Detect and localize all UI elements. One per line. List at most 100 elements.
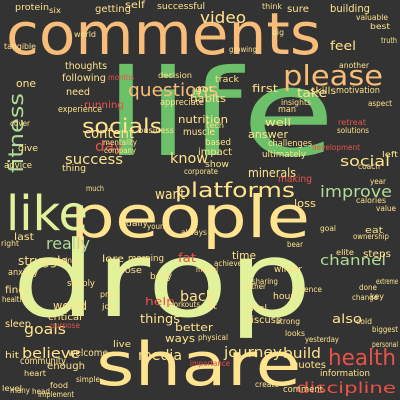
word-fit: fit (207, 302, 217, 311)
word-ownership: ownership (353, 232, 389, 241)
word-simply: simply (67, 279, 95, 289)
word-man: man (278, 105, 296, 115)
word-business: business (138, 126, 174, 135)
word-better: better (175, 321, 214, 334)
word-first: first (252, 82, 278, 95)
word-simple: simple (76, 375, 101, 384)
word-improve: improve (320, 182, 393, 201)
word-looks: looks (285, 329, 306, 338)
word-silence: silence (296, 285, 323, 294)
word-impact: impact (198, 147, 233, 158)
word-workouts: workouts (168, 300, 200, 309)
word-much: much (86, 184, 105, 193)
word-following: following (62, 73, 106, 84)
word-quotes: quotes (292, 360, 326, 371)
word-day: day (95, 139, 124, 155)
word-coach: coach (358, 162, 380, 171)
word-would: would (53, 299, 88, 313)
word-advice: advice (4, 161, 33, 171)
word-rather: rather (244, 282, 267, 291)
word-making: making (278, 174, 313, 185)
word-success: success (65, 152, 123, 168)
word-eat: eat (365, 226, 383, 236)
word-well: well (265, 116, 292, 129)
word-insights: insights (281, 98, 311, 107)
word-show: show (205, 160, 230, 170)
word-key: key (370, 292, 385, 301)
word-heart: heart (24, 369, 47, 378)
word-lore: lore (102, 254, 125, 265)
word-decision: decision (158, 71, 193, 80)
word-welcome: welcome (68, 348, 108, 359)
word-successful: successful (157, 2, 206, 12)
word-achieve: achieve (214, 259, 242, 268)
word-retreat: retreat (338, 118, 367, 127)
word-take: take (297, 86, 327, 100)
word-sure: sure (287, 4, 310, 15)
word-development: development (312, 143, 360, 152)
word-like: like (6, 186, 88, 242)
word-life: life (105, 45, 335, 184)
word-world: world (74, 30, 97, 39)
word-getting: getting (95, 4, 131, 15)
word-ultimately: ultimately (262, 150, 307, 160)
word-sharing: sharing (252, 277, 278, 286)
word-sleep: sleep (5, 319, 32, 330)
word-discipline: discipline (296, 379, 396, 397)
word-need: need (66, 87, 90, 98)
word-things: things (140, 312, 180, 326)
word-platforms: platforms (175, 178, 296, 202)
word-track: track (215, 75, 240, 85)
word-cover: cover (10, 119, 31, 128)
word-one: one (16, 77, 36, 90)
word-year: year (370, 177, 387, 186)
word-self: self (125, 0, 146, 11)
word-community: community (20, 356, 67, 367)
word-thoughts: thoughts (65, 61, 107, 72)
word-hit: hit (5, 351, 19, 361)
word-months: months (108, 73, 135, 82)
word-lose: lose (122, 266, 143, 276)
word-critical: critical (48, 313, 82, 323)
word-cold: cold (356, 317, 372, 326)
word-many: many (10, 386, 31, 395)
word-video: video (200, 8, 247, 27)
word-physical: physical (198, 333, 229, 342)
word-extreme: extreme (376, 277, 399, 286)
word-struggle: struggle (18, 254, 68, 268)
word-yesterday: yesterday (305, 335, 339, 344)
word-daily: daily (126, 219, 148, 229)
word-challenges: challenges (268, 139, 313, 149)
word-strong: strong (276, 317, 300, 326)
word-food: food (50, 381, 69, 390)
word-think: think (262, 2, 282, 11)
word-elite: elite (336, 248, 354, 257)
word-motivation: motivation (336, 86, 380, 96)
word-last: last (14, 232, 34, 243)
word-biggest: biggest (372, 325, 399, 334)
word-muscle: muscle (183, 127, 216, 138)
word-content: content (84, 126, 135, 142)
word-create: create (255, 380, 280, 389)
word-six: six (49, 6, 62, 15)
word-head: head (32, 387, 51, 396)
word-running: running (84, 100, 124, 111)
word-know: know (170, 151, 208, 167)
word-anxiety: anxiety (8, 268, 39, 278)
word-calories: calories (356, 196, 387, 205)
word-want: want (155, 187, 186, 203)
word-answer: answer (248, 128, 289, 141)
word-got: got (195, 85, 213, 95)
word-back: back (180, 289, 215, 305)
word-truth: truth (381, 36, 397, 45)
word-information: information (320, 369, 370, 379)
word-value: value (376, 204, 397, 213)
word-experience: experience (58, 105, 103, 115)
word-company: company (104, 146, 137, 155)
word-young: young (147, 222, 170, 231)
word-right: right (1, 239, 20, 248)
word-live: live (113, 340, 132, 350)
word-body: body (150, 272, 172, 282)
word-dive: dive (18, 144, 38, 154)
